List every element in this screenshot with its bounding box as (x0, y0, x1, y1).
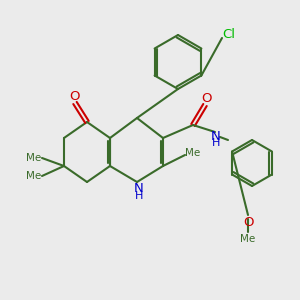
Text: Me: Me (240, 234, 256, 244)
Text: H: H (135, 191, 143, 201)
Text: O: O (243, 215, 253, 229)
Text: H: H (212, 138, 220, 148)
Text: N: N (134, 182, 144, 196)
Text: Cl: Cl (223, 28, 236, 41)
Text: Me: Me (185, 148, 201, 158)
Text: N: N (211, 130, 221, 142)
Text: Me: Me (26, 153, 42, 163)
Text: O: O (69, 89, 79, 103)
Text: O: O (202, 92, 212, 106)
Text: Me: Me (26, 171, 42, 181)
